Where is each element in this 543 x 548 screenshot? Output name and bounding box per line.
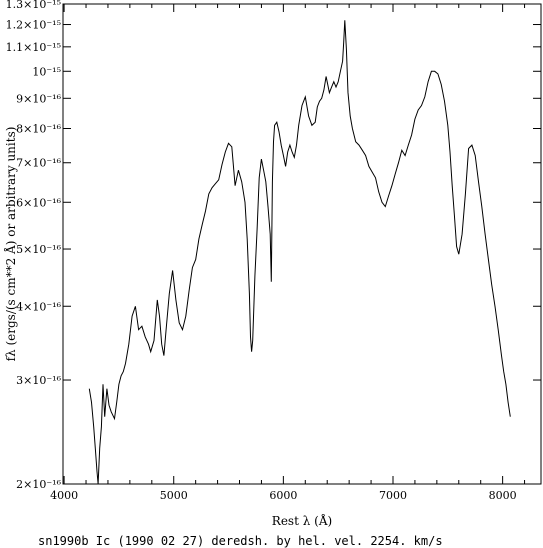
spectrum-series-line xyxy=(88,20,511,485)
y-tick-label: 3×10⁻¹⁶ xyxy=(16,374,61,387)
x-tick-label: 7000 xyxy=(379,489,407,502)
y-tick-label: 10⁻¹⁵ xyxy=(32,65,61,78)
y-tick-label: 6×10⁻¹⁶ xyxy=(16,196,61,209)
y-tick-label: 5×10⁻¹⁶ xyxy=(16,243,61,256)
x-tick-label: 8000 xyxy=(489,489,517,502)
y-tick-label: 4×10⁻¹⁶ xyxy=(16,300,61,313)
x-tick-label: 5000 xyxy=(160,489,188,502)
x-axis-label: Rest λ (Å) xyxy=(272,513,332,528)
y-tick-label: 2×10⁻¹⁶ xyxy=(16,478,61,491)
y-axis: 2×10⁻¹⁶ 3×10⁻¹⁶ 4×10⁻¹⁶ 5×10⁻¹⁶ 6×10⁻¹⁶ 7×10⁻… xyxy=(6,0,541,491)
y-tick-label: 8×10⁻¹⁶ xyxy=(16,123,61,136)
y-tick-label: 1.2×10⁻¹⁵ xyxy=(6,19,61,32)
x-tick-label: 6000 xyxy=(269,489,297,502)
y-tick-label: 1.3×10⁻¹⁵ xyxy=(6,0,61,11)
y-tick-label: 1.1×10⁻¹⁵ xyxy=(6,41,61,54)
plot-frame xyxy=(62,3,542,485)
y-axis-label: fλ (ergs/(s cm**2 Å) or arbitrary units) xyxy=(3,127,18,362)
x-tick-label: 4000 xyxy=(50,489,78,502)
chart-caption: sn1990b Ic (1990 02 27) deredsh. by hel.… xyxy=(38,534,443,548)
y-tick-label: 9×10⁻¹⁶ xyxy=(16,92,61,105)
y-tick-label: 7×10⁻¹⁶ xyxy=(16,157,61,170)
x-axis: 4000 5000 6000 7000 8000 xyxy=(50,4,526,502)
